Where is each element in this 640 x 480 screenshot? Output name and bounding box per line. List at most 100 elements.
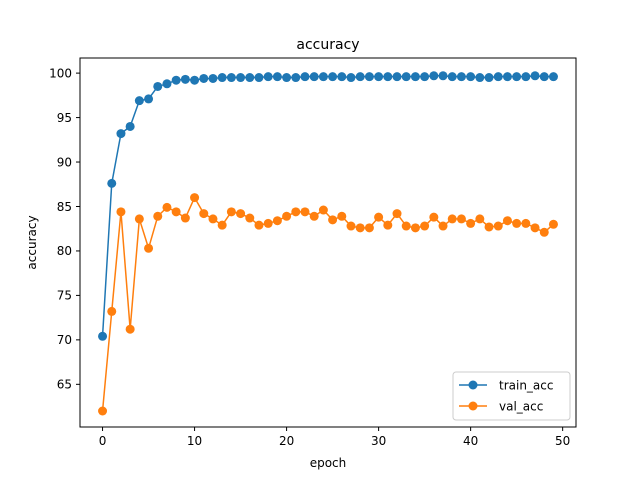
data-point-train_acc	[337, 72, 347, 82]
data-point-train_acc	[346, 73, 356, 83]
data-point-train_acc	[502, 72, 512, 82]
data-point-val_acc	[346, 221, 356, 231]
data-point-val_acc	[107, 306, 117, 316]
legend-label: val_acc	[499, 399, 543, 413]
x-tick-label: 20	[279, 434, 294, 448]
data-point-train_acc	[410, 72, 420, 82]
data-point-val_acc	[530, 223, 540, 233]
data-point-val_acc	[272, 216, 282, 226]
data-point-val_acc	[98, 406, 108, 416]
data-point-val_acc	[190, 193, 200, 203]
data-point-val_acc	[548, 219, 558, 229]
data-point-val_acc	[374, 212, 384, 222]
legend-marker	[468, 401, 478, 411]
data-point-train_acc	[429, 71, 439, 81]
data-point-val_acc	[337, 211, 347, 221]
data-point-val_acc	[318, 205, 328, 215]
x-tick-label: 10	[187, 434, 202, 448]
data-point-train_acc	[484, 73, 494, 83]
data-point-val_acc	[291, 207, 301, 217]
data-point-train_acc	[180, 74, 190, 84]
data-point-val_acc	[429, 212, 439, 222]
data-point-val_acc	[383, 220, 393, 230]
data-point-train_acc	[475, 73, 485, 83]
y-tick-label: 90	[57, 155, 72, 169]
series-layer	[98, 71, 558, 416]
data-point-val_acc	[236, 209, 246, 219]
x-tick-label: 50	[555, 434, 570, 448]
data-point-train_acc	[144, 94, 154, 104]
legend-marker	[468, 380, 478, 390]
data-point-train_acc	[383, 72, 393, 82]
y-axis-ticks: 65 70 75 80 85 90 95 100	[49, 66, 80, 392]
data-point-train_acc	[355, 72, 365, 82]
y-tick-label: 95	[57, 111, 72, 125]
legend-label: train_acc	[499, 378, 553, 392]
data-point-train_acc	[282, 73, 292, 83]
axes-frame	[79, 57, 577, 428]
data-point-train_acc	[328, 72, 338, 82]
data-point-train_acc	[263, 72, 273, 82]
data-point-train_acc	[539, 72, 549, 82]
y-tick-label: 65	[57, 378, 72, 392]
data-point-train_acc	[374, 72, 384, 82]
y-tick-label: 75	[57, 289, 72, 303]
data-point-train_acc	[530, 71, 540, 81]
data-point-train_acc	[401, 72, 411, 82]
data-point-train_acc	[300, 72, 310, 82]
data-point-val_acc	[420, 221, 430, 231]
legend: train_acc val_acc	[452, 371, 571, 421]
data-point-val_acc	[199, 209, 209, 219]
legend-item-val_acc: val_acc	[459, 399, 543, 413]
data-point-train_acc	[438, 71, 448, 81]
data-point-val_acc	[226, 207, 236, 217]
data-point-val_acc	[355, 223, 365, 233]
legend-item-train_acc: train_acc	[459, 378, 553, 392]
data-point-val_acc	[512, 218, 522, 228]
data-point-val_acc	[282, 211, 292, 221]
data-point-train_acc	[162, 79, 172, 89]
y-axis-label: accuracy	[25, 215, 39, 269]
legend-box	[452, 371, 571, 421]
x-axis-label: epoch	[310, 456, 347, 470]
data-point-train_acc	[199, 73, 209, 83]
data-point-train_acc	[309, 72, 319, 82]
data-point-val_acc	[328, 215, 338, 225]
data-point-train_acc	[245, 73, 255, 83]
x-axis-ticks: 0 10 20 30 40 50	[99, 427, 570, 448]
data-point-val_acc	[144, 243, 154, 253]
data-point-val_acc	[502, 216, 512, 226]
x-tick-label: 40	[463, 434, 478, 448]
y-tick-label: 80	[57, 244, 72, 258]
data-point-val_acc	[493, 221, 503, 231]
data-point-val_acc	[521, 218, 531, 228]
data-point-val_acc	[401, 221, 411, 231]
data-point-val_acc	[263, 218, 273, 228]
data-point-train_acc	[493, 72, 503, 82]
data-point-train_acc	[318, 72, 328, 82]
data-point-train_acc	[125, 121, 135, 131]
x-tick-label: 0	[99, 434, 107, 448]
data-point-val_acc	[309, 211, 319, 221]
data-point-train_acc	[171, 75, 181, 85]
data-point-train_acc	[512, 72, 522, 82]
data-point-val_acc	[539, 227, 549, 237]
data-point-train_acc	[291, 73, 301, 83]
y-tick-label: 70	[57, 333, 72, 347]
data-point-val_acc	[254, 220, 264, 230]
data-point-train_acc	[107, 178, 117, 188]
data-point-train_acc	[548, 72, 558, 82]
series-train_acc	[98, 71, 558, 341]
data-point-train_acc	[392, 72, 402, 82]
data-point-train_acc	[466, 72, 476, 82]
data-point-train_acc	[134, 96, 144, 106]
data-point-train_acc	[208, 73, 218, 83]
data-point-train_acc	[420, 72, 430, 82]
data-point-train_acc	[521, 72, 531, 82]
data-point-val_acc	[447, 214, 457, 224]
data-point-train_acc	[447, 72, 457, 82]
data-point-val_acc	[171, 207, 181, 217]
data-point-val_acc	[475, 214, 485, 224]
data-point-val_acc	[364, 223, 374, 233]
data-point-val_acc	[300, 207, 310, 217]
